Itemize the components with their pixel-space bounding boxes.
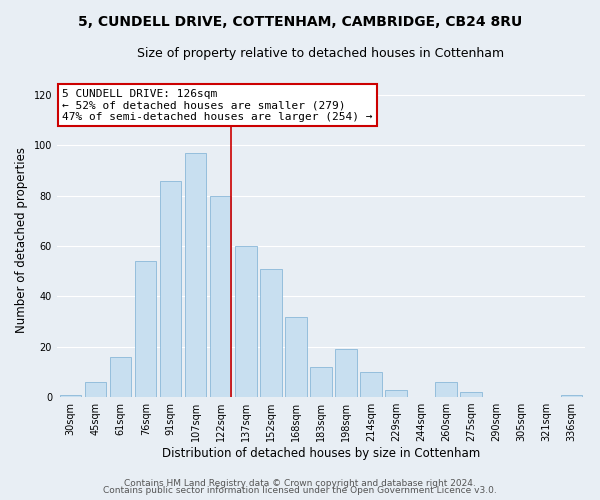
Bar <box>235 246 257 397</box>
Bar <box>361 372 382 397</box>
Bar <box>185 153 206 397</box>
Bar <box>260 268 281 397</box>
Text: 5, CUNDELL DRIVE, COTTENHAM, CAMBRIDGE, CB24 8RU: 5, CUNDELL DRIVE, COTTENHAM, CAMBRIDGE, … <box>78 15 522 29</box>
Bar <box>135 261 157 397</box>
Text: Contains public sector information licensed under the Open Government Licence v3: Contains public sector information licen… <box>103 486 497 495</box>
Text: Contains HM Land Registry data © Crown copyright and database right 2024.: Contains HM Land Registry data © Crown c… <box>124 478 476 488</box>
Bar <box>85 382 106 397</box>
Bar <box>436 382 457 397</box>
Bar <box>335 350 356 397</box>
Y-axis label: Number of detached properties: Number of detached properties <box>15 147 28 333</box>
Bar <box>460 392 482 397</box>
Bar <box>210 196 232 397</box>
Bar <box>285 316 307 397</box>
Bar <box>560 394 582 397</box>
Bar <box>160 180 181 397</box>
Bar <box>60 394 82 397</box>
Title: Size of property relative to detached houses in Cottenham: Size of property relative to detached ho… <box>137 48 505 60</box>
X-axis label: Distribution of detached houses by size in Cottenham: Distribution of detached houses by size … <box>162 447 480 460</box>
Bar <box>310 367 332 397</box>
Bar <box>110 357 131 397</box>
Bar <box>385 390 407 397</box>
Text: 5 CUNDELL DRIVE: 126sqm
← 52% of detached houses are smaller (279)
47% of semi-d: 5 CUNDELL DRIVE: 126sqm ← 52% of detache… <box>62 89 373 122</box>
